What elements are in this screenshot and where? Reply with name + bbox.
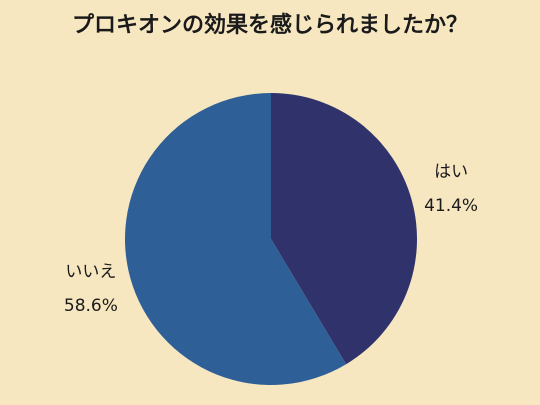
pie-slice — [271, 93, 417, 365]
chart-title: プロキオンの効果を感じられましたか？ — [72, 12, 468, 38]
value-label: 58.6% — [64, 296, 118, 316]
slice-label: はい — [434, 162, 468, 182]
pie-slice — [124, 93, 347, 386]
slice-label: いいえ — [65, 262, 116, 282]
value-label: 41.4% — [424, 196, 478, 216]
